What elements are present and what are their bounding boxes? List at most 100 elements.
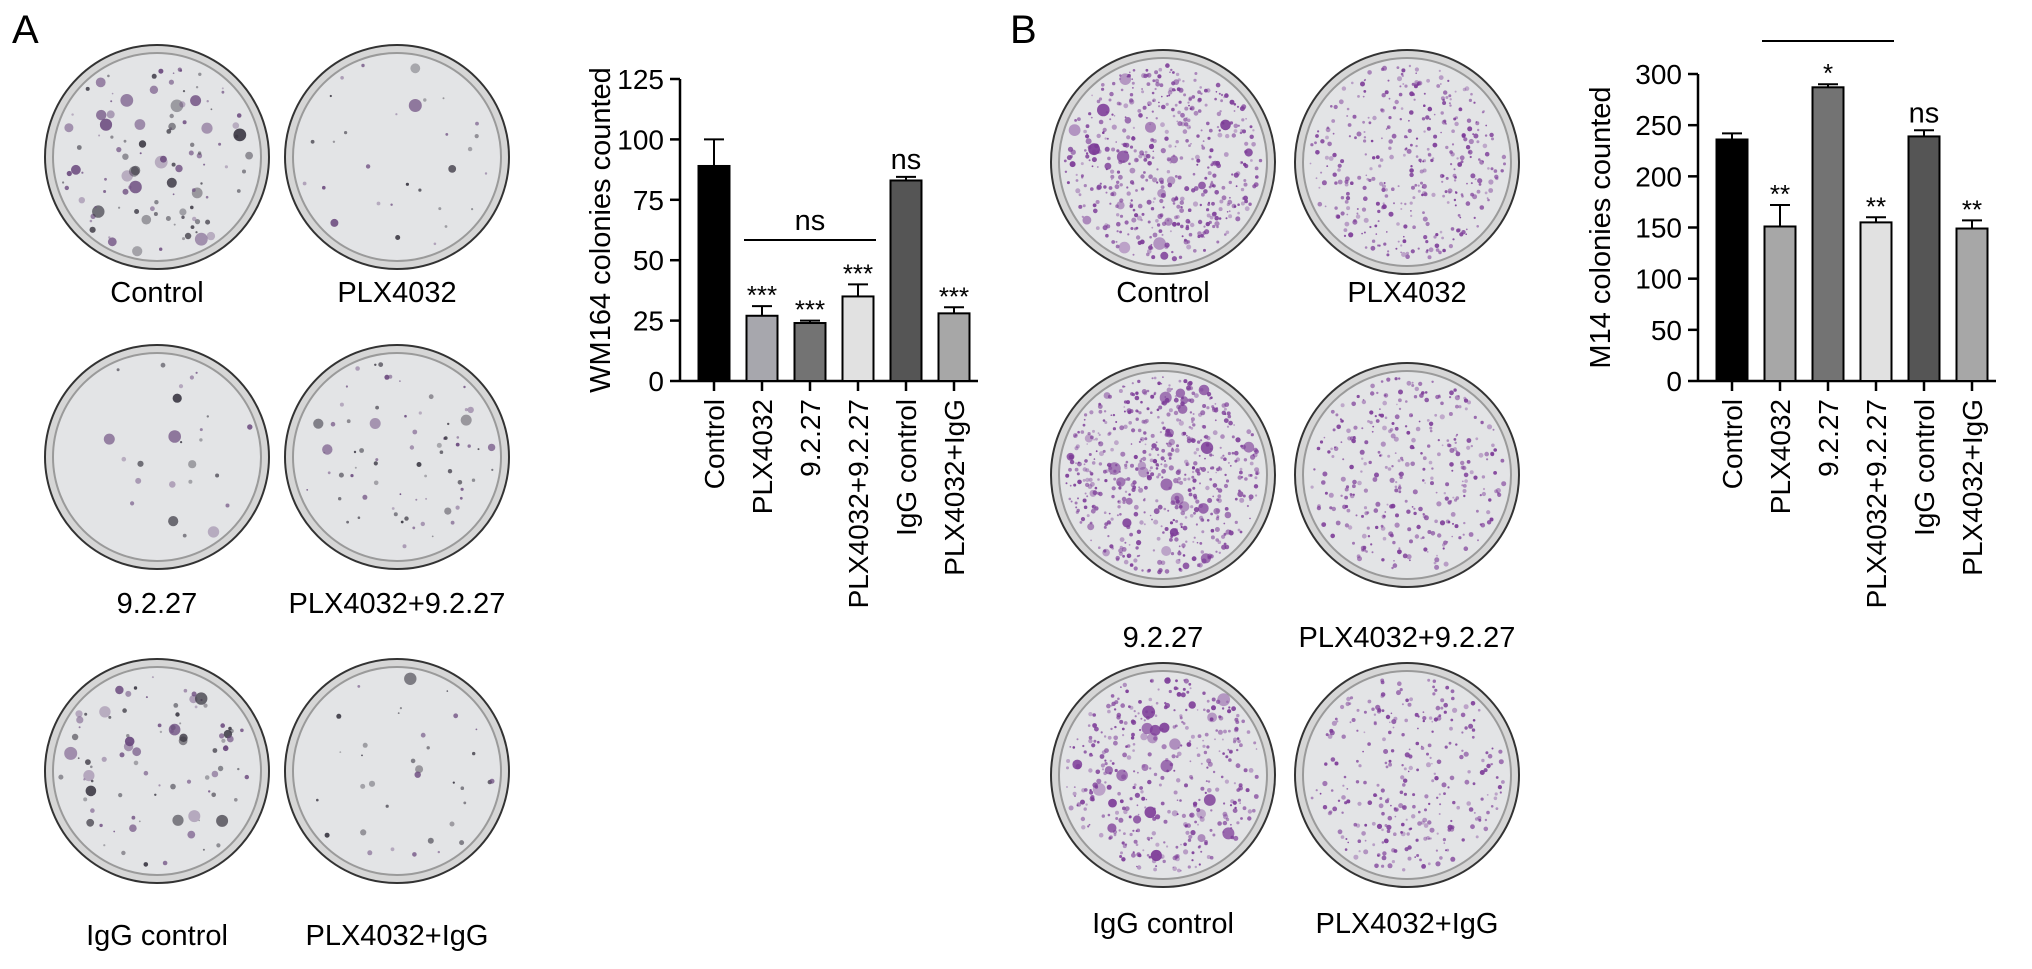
- colony: [1101, 87, 1105, 91]
- colony: [1394, 485, 1398, 489]
- colony: [1391, 860, 1395, 864]
- colony: [1103, 469, 1107, 474]
- colony: [1495, 488, 1501, 493]
- colony: [1203, 750, 1208, 755]
- colony: [1387, 79, 1390, 82]
- colony: [1217, 494, 1222, 499]
- colony: [1138, 466, 1149, 478]
- colony: [1197, 823, 1199, 826]
- colony: [1345, 485, 1350, 489]
- colony: [1222, 811, 1228, 817]
- colony: [1194, 393, 1199, 398]
- colony: [170, 99, 184, 113]
- colony: [1363, 196, 1368, 201]
- colony: [1180, 869, 1182, 872]
- colony: [1138, 113, 1143, 118]
- colony: [345, 385, 348, 388]
- colony: [1207, 761, 1213, 767]
- colony: [1346, 508, 1351, 513]
- colony: [1125, 460, 1129, 464]
- colony: [1099, 451, 1104, 457]
- colony: [338, 497, 342, 501]
- colony: [1193, 496, 1198, 500]
- colony: [1362, 750, 1364, 753]
- colony: [1230, 835, 1235, 840]
- colony: [1207, 171, 1212, 176]
- colony: [190, 205, 194, 210]
- colony: [1200, 550, 1204, 554]
- colony: [1326, 126, 1330, 130]
- colony: [1409, 91, 1414, 97]
- colony: [1179, 208, 1184, 214]
- colony: [1088, 712, 1093, 717]
- colony: [133, 686, 138, 690]
- colony: [1152, 549, 1156, 552]
- colony: [1168, 384, 1171, 387]
- colony: [1258, 158, 1263, 163]
- colony: [1415, 137, 1419, 140]
- colony: [1240, 201, 1245, 206]
- colony: [1453, 438, 1457, 441]
- colony: [1453, 198, 1457, 202]
- colony: [340, 76, 344, 80]
- colony: [1213, 508, 1220, 515]
- colony: [1236, 105, 1240, 108]
- colony: [1128, 162, 1131, 166]
- colony: [1163, 841, 1166, 844]
- colony: [1137, 109, 1142, 113]
- colony: [1367, 742, 1371, 746]
- colony: [1159, 213, 1164, 218]
- colony: [1182, 431, 1187, 436]
- colony: [126, 734, 130, 738]
- colony: [1372, 156, 1376, 160]
- colony: [182, 90, 186, 93]
- colony: [1108, 98, 1112, 102]
- colony: [202, 848, 205, 851]
- colony: [1114, 768, 1118, 773]
- colony: [188, 150, 194, 156]
- bar: [745, 314, 779, 383]
- colony: [1241, 104, 1247, 110]
- colony: [1166, 176, 1176, 185]
- colony: [1206, 745, 1210, 749]
- colony: [1436, 501, 1442, 507]
- colony: [1075, 444, 1080, 449]
- colony: [1449, 726, 1453, 731]
- colony: [1421, 186, 1424, 189]
- colony: [160, 155, 167, 163]
- colony: [203, 703, 208, 708]
- culture-dish: [284, 658, 510, 884]
- colony: [1085, 152, 1089, 155]
- colony: [1464, 407, 1468, 411]
- colony: [1139, 520, 1144, 525]
- colony: [1140, 218, 1143, 222]
- colony: [90, 779, 94, 783]
- colony: [1160, 525, 1163, 528]
- colony: [1085, 138, 1092, 145]
- colony: [1204, 176, 1208, 180]
- colony: [1142, 849, 1145, 852]
- colony: [1398, 490, 1402, 494]
- colony: [1188, 386, 1194, 391]
- colony: [1137, 428, 1142, 433]
- colony: [212, 748, 218, 753]
- colony: [474, 134, 479, 139]
- colony: [1371, 551, 1374, 554]
- colony: [1214, 97, 1217, 101]
- colony: [1112, 81, 1116, 86]
- colony: [1324, 762, 1328, 766]
- dish-well: [1302, 670, 1512, 880]
- colony: [1344, 200, 1349, 204]
- colony: [1157, 415, 1160, 419]
- colony: [1463, 137, 1468, 142]
- colony: [199, 438, 203, 442]
- colony: [1375, 704, 1381, 710]
- colony: [1128, 815, 1132, 819]
- colony: [179, 722, 182, 725]
- colony: [1412, 196, 1416, 200]
- colony: [1383, 182, 1386, 184]
- colony: [426, 746, 430, 750]
- colony: [1118, 174, 1123, 180]
- colony: [1183, 678, 1189, 684]
- colony: [1181, 543, 1186, 548]
